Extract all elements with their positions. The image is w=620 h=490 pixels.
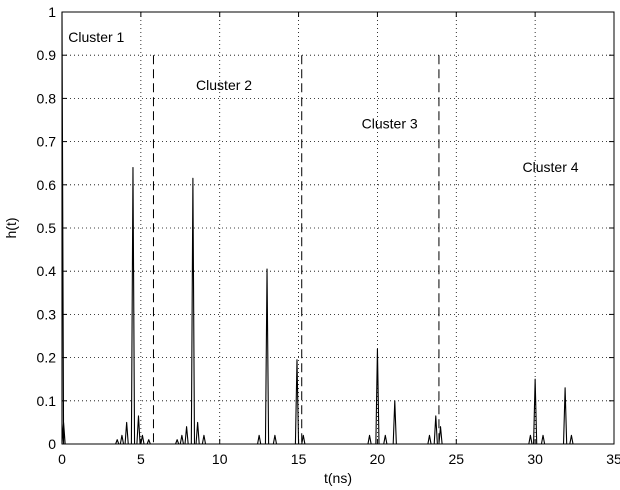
- y-axis-label: h(t): [3, 218, 19, 239]
- y-tick-label-2: 0.2: [37, 350, 57, 366]
- x-tick-label-0: 0: [58, 451, 66, 467]
- y-tick-label-3: 0.3: [37, 306, 57, 322]
- cluster-label-1: Cluster 1: [68, 29, 124, 45]
- grid: [62, 12, 614, 444]
- cluster-label-4: Cluster 4: [523, 159, 579, 175]
- y-tick-label-4: 0.4: [37, 263, 57, 279]
- y-tick-label-9: 0.9: [37, 47, 57, 63]
- x-tick-label-3: 15: [291, 451, 307, 467]
- x-tick-label-4: 20: [370, 451, 386, 467]
- x-tick-label-2: 10: [212, 451, 228, 467]
- x-tick-label-1: 5: [137, 451, 145, 467]
- y-tick-label-10: 1: [48, 4, 56, 20]
- y-tick-label-6: 0.6: [37, 177, 57, 193]
- y-tick-label-5: 0.5: [37, 220, 57, 236]
- x-tick-label-5: 25: [448, 451, 464, 467]
- cluster-boundaries: [152, 55, 440, 444]
- y-tick-label-1: 0.1: [37, 393, 57, 409]
- x-axis-label: t(ns): [324, 470, 352, 486]
- x-tick-label-7: 35: [606, 451, 620, 467]
- y-tick-label-0: 0: [48, 436, 56, 452]
- y-tick-label-7: 0.7: [37, 134, 57, 150]
- x-axis-ticks: 0 5 10 15 20 25 30 35: [58, 12, 620, 467]
- x-tick-label-6: 30: [527, 451, 543, 467]
- annotations: Cluster 1 Cluster 2 Cluster 3 Cluster 4: [68, 29, 578, 175]
- cluster-label-2: Cluster 2: [196, 77, 252, 93]
- y-tick-label-8: 0.8: [37, 90, 57, 106]
- y-axis-ticks: 0 0.1 0.2 0.3 0.4 0.5 0.6 0.7 0.8 0.9 1: [37, 4, 614, 452]
- cluster-label-3: Cluster 3: [362, 116, 418, 132]
